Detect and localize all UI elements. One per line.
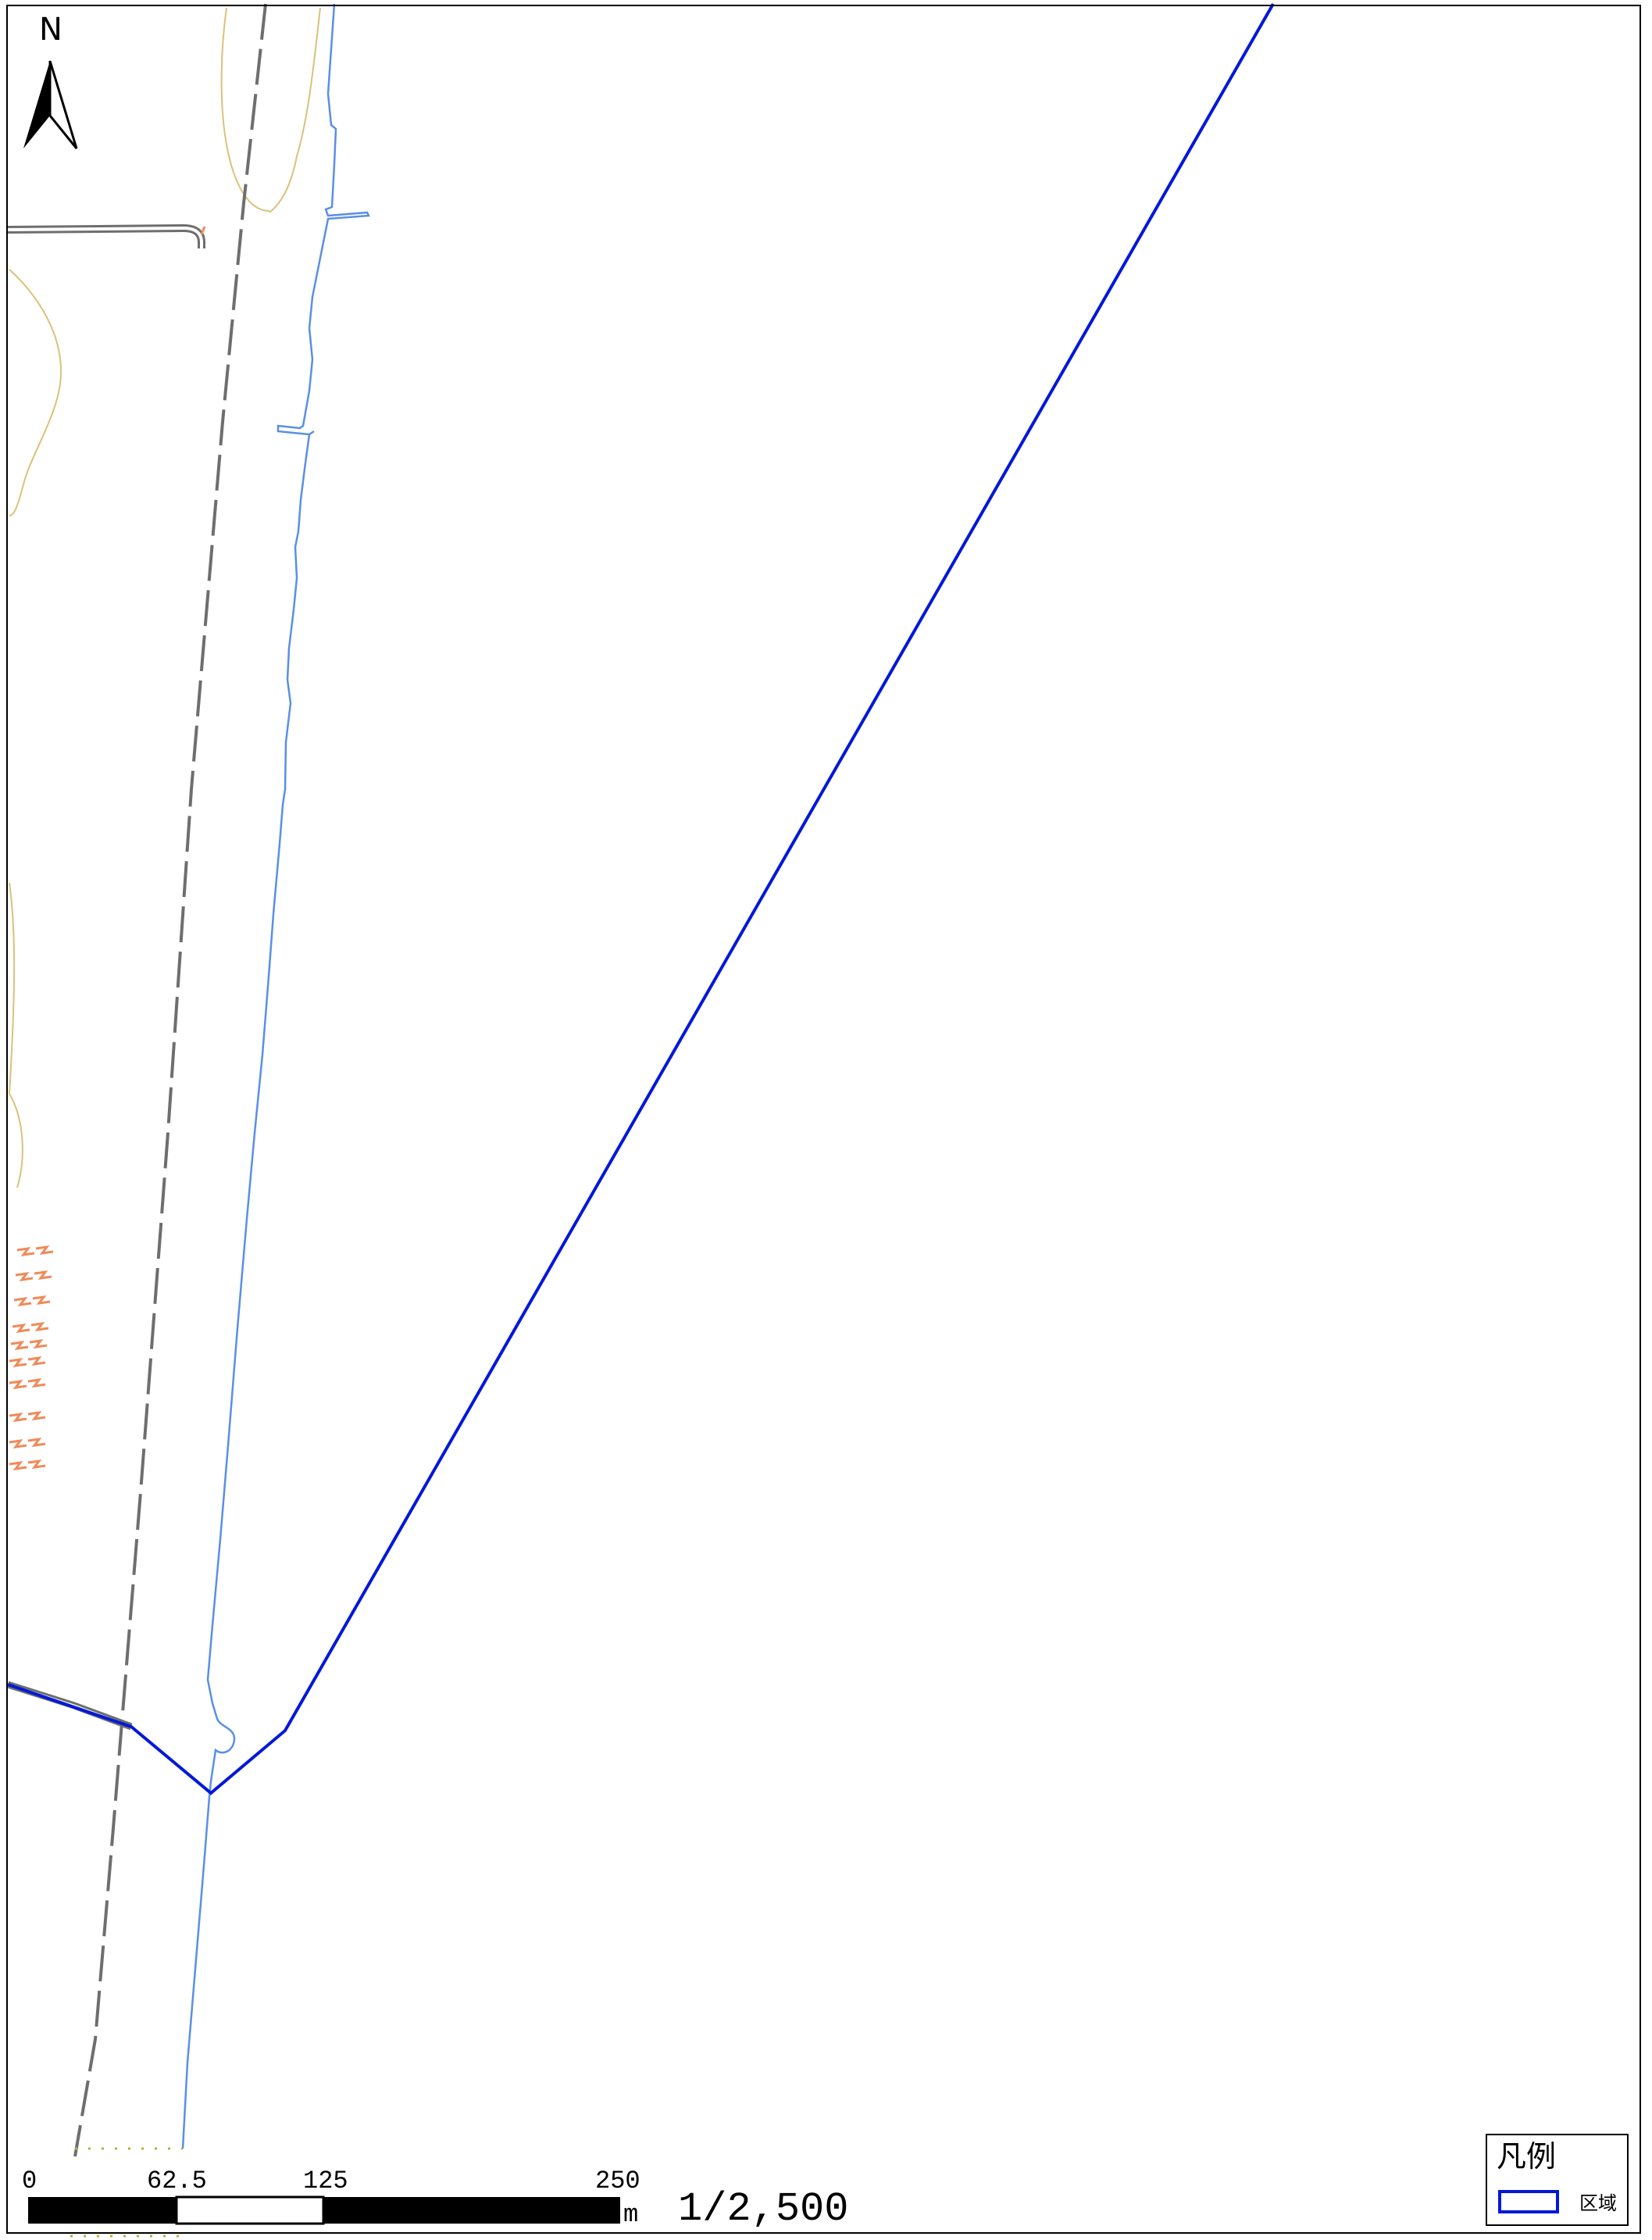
- road-dashed-line: [73, 3, 267, 2157]
- scale-tick-250: 250: [595, 2167, 640, 2195]
- legend-title: 凡例: [1497, 2139, 1557, 2174]
- legend: 凡例 区域: [1486, 2134, 1629, 2226]
- scale-unit: m: [623, 2200, 639, 2229]
- area-boundary[interactable]: [7, 3, 1275, 1795]
- water-line: [181, 3, 370, 2149]
- scale-tick-62-5: 62.5: [147, 2167, 207, 2195]
- north-label: N: [39, 12, 62, 48]
- legend-label-area: 区域: [1579, 2192, 1617, 2214]
- scale-tick-125: 125: [303, 2167, 348, 2195]
- legend-swatch-area: [1498, 2190, 1559, 2213]
- road-top-left: [7, 223, 205, 248]
- building-symbols: [9, 1245, 54, 1470]
- contour-lines: [9, 7, 321, 1188]
- scale-tick-0: 0: [22, 2167, 37, 2195]
- north-arrow-icon: [23, 60, 78, 149]
- scale-bar: [28, 2195, 620, 2225]
- scale-ratio: 1/2,500: [678, 2186, 849, 2232]
